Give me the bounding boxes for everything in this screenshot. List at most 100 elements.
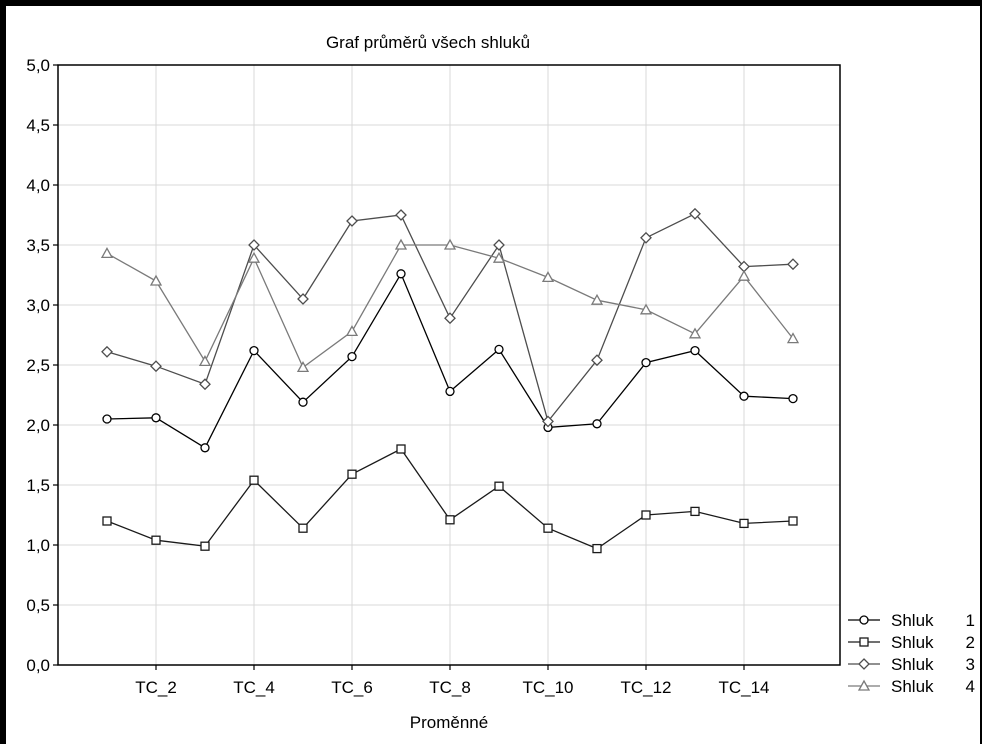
diamond-marker — [395, 209, 407, 221]
triangle-marker — [345, 325, 359, 337]
square-marker — [739, 518, 749, 529]
circle-marker — [859, 615, 869, 625]
series-3 — [101, 207, 799, 428]
legend-number: 1 — [966, 611, 975, 630]
triangle-marker — [857, 679, 871, 691]
legend-label: Shluk — [891, 655, 934, 674]
legend: Shluk 1 Shluk 2 Shluk 3 Shluk 4 — [848, 611, 975, 696]
square-marker — [102, 516, 112, 526]
legend-label: Shluk — [891, 633, 934, 652]
triangle-marker — [590, 293, 604, 305]
square-marker — [347, 469, 357, 479]
legend-number: 4 — [966, 677, 975, 696]
diamond-marker — [297, 293, 309, 305]
x-tick-label: TC_2 — [135, 678, 177, 697]
x-tick-label: TC_6 — [331, 678, 373, 697]
x-axis-label: Proměnné — [410, 713, 488, 732]
legend-item: Shluk 3 — [848, 655, 975, 674]
y-tick-label: 5,0 — [26, 56, 50, 75]
triangle-marker — [737, 269, 751, 281]
legend-item: Shluk 1 — [848, 611, 975, 630]
square-marker — [494, 481, 504, 491]
square-marker — [298, 523, 308, 533]
y-tick-label: 3,0 — [26, 296, 50, 315]
triangle-marker — [688, 327, 702, 339]
triangle-marker — [492, 251, 506, 263]
diamond-marker — [542, 415, 554, 428]
circle-marker — [249, 345, 259, 356]
circle-marker — [151, 413, 161, 423]
diamond-marker — [248, 239, 260, 251]
legend-label: Shluk — [891, 611, 934, 630]
triangle-marker — [149, 274, 163, 286]
x-tick-label: TC_14 — [718, 678, 769, 697]
series-2 — [102, 444, 798, 554]
y-tick-label: 0,0 — [26, 656, 50, 675]
y-tick-label: 3,5 — [26, 236, 50, 255]
diamond-marker — [199, 378, 211, 391]
square-marker — [641, 510, 651, 520]
square-marker — [788, 516, 798, 526]
diamond-marker — [493, 239, 505, 251]
triangle-marker — [394, 238, 408, 250]
diamond-marker — [591, 354, 603, 367]
x-axis: TC_2 TC_4 TC_6 TC_8 TC_10 TC_12 TC_14 — [135, 665, 770, 697]
triangle-marker — [541, 271, 555, 283]
circle-marker — [445, 386, 455, 397]
triangle-marker — [639, 303, 653, 315]
square-marker — [859, 637, 869, 647]
legend-item: Shluk 4 — [848, 677, 975, 696]
series-4 — [100, 238, 800, 373]
square-marker — [151, 535, 161, 545]
triangle-marker — [247, 251, 261, 263]
square-marker — [690, 506, 700, 517]
legend-item: Shluk 2 — [848, 633, 975, 652]
y-axis: 0,0 0,5 1,0 1,5 2,0 2,5 3,0 3,5 4,0 4,5 5,0 — [26, 56, 58, 675]
triangle-marker — [100, 247, 114, 259]
diamond-marker — [444, 312, 456, 325]
circle-marker — [396, 269, 406, 279]
y-tick-label: 1,0 — [26, 536, 50, 555]
circle-marker — [592, 419, 602, 429]
legend-number: 3 — [966, 655, 975, 674]
square-marker — [592, 543, 602, 554]
square-marker — [543, 523, 553, 533]
chart-title: Graf průměrů všech shluků — [326, 33, 530, 52]
triangle-marker — [198, 355, 212, 367]
series-group — [100, 207, 800, 554]
circle-marker — [102, 414, 112, 424]
circle-marker — [200, 443, 210, 453]
diamond-marker — [101, 345, 113, 358]
x-tick-label: TC_4 — [233, 678, 275, 697]
y-tick-label: 2,0 — [26, 416, 50, 435]
triangle-marker — [296, 361, 310, 373]
triangle-marker — [443, 238, 457, 250]
diamond-marker — [640, 231, 652, 244]
x-tick-label: TC_8 — [429, 678, 471, 697]
series-1 — [102, 269, 798, 453]
diamond-marker — [787, 258, 799, 271]
circle-marker — [739, 391, 749, 401]
diamond-marker — [346, 215, 358, 227]
y-tick-label: 1,5 — [26, 476, 50, 495]
diamond-marker — [689, 207, 701, 220]
legend-label: Shluk — [891, 677, 934, 696]
diamond-marker — [150, 360, 162, 373]
y-tick-label: 0,5 — [26, 596, 50, 615]
square-marker — [396, 444, 406, 454]
square-marker — [445, 515, 455, 525]
circle-marker — [298, 397, 308, 407]
square-marker — [200, 541, 210, 551]
x-tick-label: TC_10 — [522, 678, 573, 697]
y-tick-label: 4,5 — [26, 116, 50, 135]
circle-marker — [347, 351, 357, 362]
circle-marker — [641, 357, 651, 368]
diamond-marker — [858, 658, 870, 670]
square-marker — [249, 475, 259, 485]
y-tick-label: 4,0 — [26, 176, 50, 195]
circle-marker — [788, 393, 798, 404]
grid — [58, 65, 840, 665]
triangle-marker — [786, 332, 800, 344]
